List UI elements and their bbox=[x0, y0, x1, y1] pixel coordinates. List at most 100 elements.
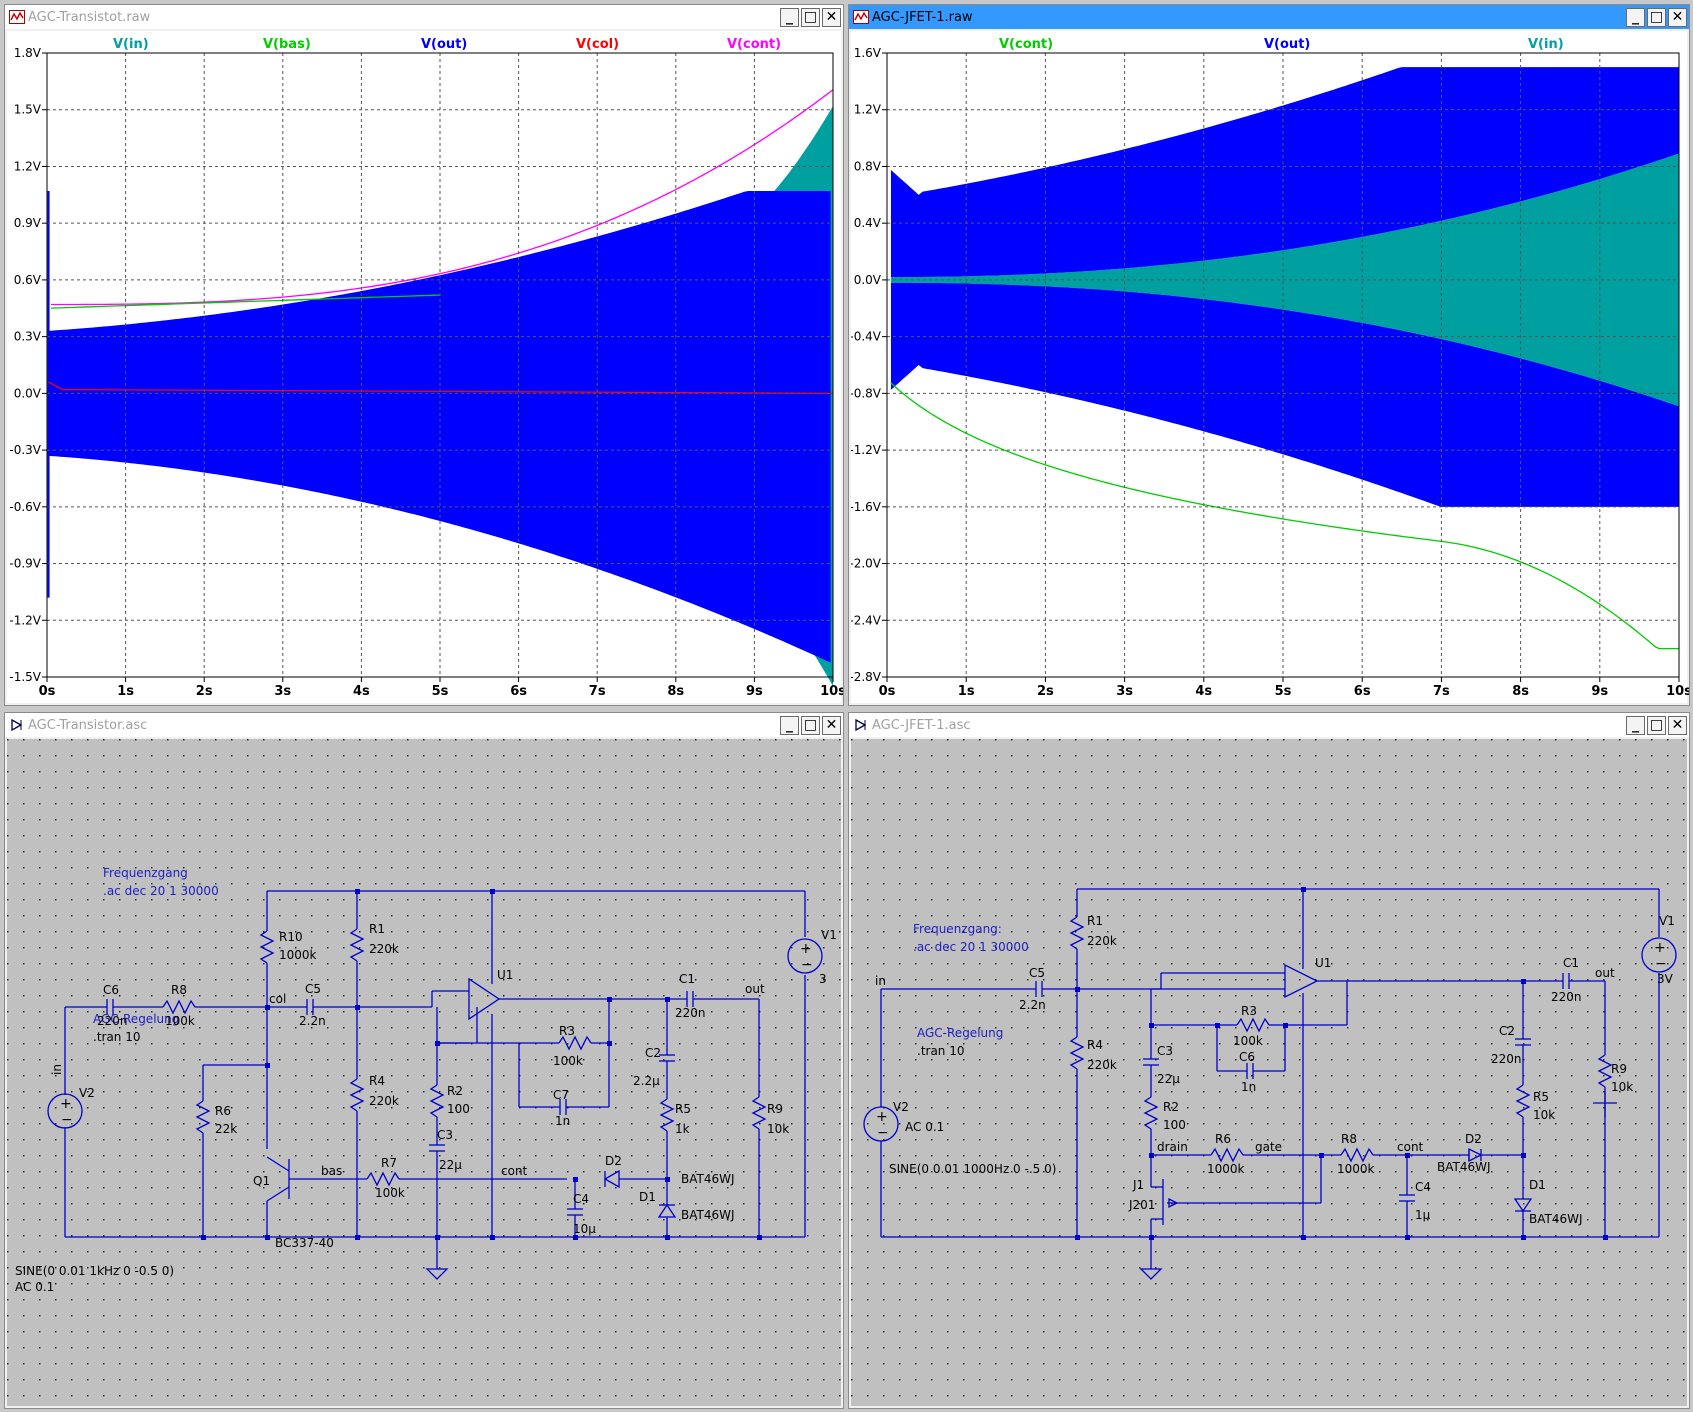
r8-value[interactable]: 100k bbox=[165, 1014, 195, 1028]
r6-value[interactable]: 1000k bbox=[1207, 1162, 1245, 1176]
r5-label[interactable]: R5 bbox=[675, 1102, 691, 1116]
schematic-canvas[interactable]: + − + − Frequenzgang .ac dec 20 1 30000 AG… bbox=[7, 739, 843, 1408]
net-label-col[interactable]: col bbox=[269, 992, 286, 1006]
maximize-button[interactable]: □ bbox=[801, 7, 820, 27]
schematic-drawing[interactable]: +− +− Frequenzgang .ac dec 20 1 30000 AG… bbox=[7, 739, 843, 1408]
r9-value[interactable]: 10k bbox=[1611, 1080, 1633, 1094]
minimize-button[interactable]: _ bbox=[780, 715, 799, 735]
sine-spec[interactable]: SINE(0 0.01 1000Hz 0 -.5 0) bbox=[889, 1162, 1056, 1176]
r4-value[interactable]: 220k bbox=[369, 1094, 399, 1108]
c3-value[interactable]: 22µ bbox=[439, 1158, 462, 1172]
trace-label-vin[interactable]: V(in) bbox=[1528, 37, 1564, 52]
r8-label[interactable]: R8 bbox=[1341, 1132, 1357, 1146]
trace-label-vout[interactable]: V(out) bbox=[1264, 37, 1311, 52]
directive-tran[interactable]: .tran 10 bbox=[93, 1030, 141, 1044]
v2-label[interactable]: V2 bbox=[79, 1086, 95, 1100]
c2-value[interactable]: 220n bbox=[1491, 1052, 1522, 1066]
r6-label[interactable]: R6 bbox=[1215, 1132, 1231, 1146]
r7-label[interactable]: R7 bbox=[381, 1156, 397, 1170]
r6-label[interactable]: R6 bbox=[215, 1104, 231, 1118]
net-label-gate[interactable]: gate bbox=[1255, 1140, 1282, 1154]
directive-ac[interactable]: .ac dec 20 1 30000 bbox=[913, 940, 1029, 954]
titlebar[interactable]: AGC-JFET-1.asc _ □ ✕ bbox=[849, 713, 1689, 737]
c5-label[interactable]: C5 bbox=[305, 982, 321, 996]
r6-value[interactable]: 22k bbox=[215, 1122, 237, 1136]
sine-spec[interactable]: SINE(0 0.01 1kHz 0 -0.5 0) bbox=[15, 1264, 174, 1278]
close-button[interactable]: ✕ bbox=[1668, 7, 1687, 27]
directive-ac[interactable]: .ac dec 20 1 30000 bbox=[103, 884, 219, 898]
trace-label-vin[interactable]: V(in) bbox=[113, 37, 149, 52]
plot-window-transistor[interactable]: AGC-Transistot.raw _ □ ✕ V(in) V(bas) V(… bbox=[4, 4, 844, 706]
c7-label[interactable]: C7 bbox=[553, 1088, 569, 1102]
waveform-plot[interactable]: 0s 1s 2s 3s 4s 5s 6s 7s 8s 9s 10s 1.8V 1.5V 1.2V 0.9V 0… bbox=[7, 31, 843, 705]
u1-label[interactable]: U1 bbox=[1315, 956, 1331, 970]
directive-tran[interactable]: .tran 10 bbox=[917, 1044, 965, 1058]
close-button[interactable]: ✕ bbox=[822, 7, 841, 27]
r5-value[interactable]: 10k bbox=[1533, 1108, 1555, 1122]
c1-value[interactable]: 220n bbox=[675, 1006, 706, 1020]
maximize-button[interactable]: □ bbox=[801, 715, 820, 735]
r3-label[interactable]: R3 bbox=[1241, 1004, 1257, 1018]
q1-label[interactable]: Q1 bbox=[253, 1174, 270, 1188]
schematic-drawing[interactable]: +− +− Frequenzgang: .ac dec 20 1 30000 A… bbox=[851, 739, 1689, 1408]
d1-label[interactable]: D1 bbox=[1529, 1178, 1546, 1192]
v1-label[interactable]: V1 bbox=[1659, 914, 1675, 928]
schematic-canvas[interactable]: + − + − Frequenzgang: .ac dec 20 1 30000 A… bbox=[851, 739, 1689, 1408]
r10-label[interactable]: R10 bbox=[279, 930, 303, 944]
r4-label[interactable]: R4 bbox=[1087, 1038, 1103, 1052]
c4-label[interactable]: C4 bbox=[573, 1192, 589, 1206]
c5-value[interactable]: 2.2n bbox=[299, 1014, 326, 1028]
close-button[interactable]: ✕ bbox=[1668, 715, 1687, 735]
c6-label[interactable]: C6 bbox=[103, 983, 119, 997]
d2-label[interactable]: D2 bbox=[1465, 1132, 1482, 1146]
v1-value[interactable]: 3 bbox=[819, 972, 827, 986]
r5-label[interactable]: R5 bbox=[1533, 1090, 1549, 1104]
r8-value[interactable]: 1000k bbox=[1337, 1162, 1375, 1176]
close-button[interactable]: ✕ bbox=[822, 715, 841, 735]
c7-value[interactable]: 1n bbox=[555, 1114, 570, 1128]
titlebar[interactable]: AGC-JFET-1.raw _ □ ✕ bbox=[849, 5, 1689, 29]
r4-value[interactable]: 220k bbox=[1087, 1058, 1117, 1072]
r2-value[interactable]: 100 bbox=[1163, 1118, 1186, 1132]
r2-label[interactable]: R2 bbox=[1163, 1100, 1179, 1114]
plot-area[interactable]: V(in) V(bas) V(out) V(col) V(cont) 0s 1s 2… bbox=[7, 31, 843, 705]
c6-value[interactable]: 220n bbox=[97, 1014, 128, 1028]
u1-label[interactable]: U1 bbox=[497, 968, 513, 982]
c5-label[interactable]: C5 bbox=[1029, 966, 1045, 980]
net-label-drain[interactable]: drain bbox=[1157, 1140, 1188, 1154]
net-label-in[interactable]: in bbox=[50, 1064, 64, 1075]
v1-label[interactable]: V1 bbox=[821, 928, 837, 942]
c6-label[interactable]: C6 bbox=[1239, 1050, 1255, 1064]
net-label-out[interactable]: out bbox=[745, 982, 765, 996]
c2-label[interactable]: C2 bbox=[1499, 1024, 1515, 1038]
r1-value[interactable]: 220k bbox=[369, 942, 399, 956]
waveform-plot[interactable]: 0s 1s 2s 3s 4s 5s 6s 7s 8s 9s 10s 1.6V 1.2V 0.8V 0.4V 0… bbox=[851, 31, 1689, 705]
r3-label[interactable]: R3 bbox=[559, 1024, 575, 1038]
directive-agc-label[interactable]: AGC-Regelung bbox=[93, 1012, 179, 1026]
c2-value[interactable]: 2.2µ bbox=[633, 1074, 660, 1088]
d1-label[interactable]: D1 bbox=[639, 1190, 656, 1204]
r3-value[interactable]: 100k bbox=[1233, 1034, 1263, 1048]
minimize-button[interactable]: _ bbox=[1626, 715, 1645, 735]
net-label-cont[interactable]: cont bbox=[501, 1164, 528, 1178]
c1-label[interactable]: C1 bbox=[1563, 956, 1579, 970]
net-label-cont[interactable]: cont bbox=[1397, 1140, 1424, 1154]
trace-label-vcont[interactable]: V(cont) bbox=[727, 37, 782, 52]
trace-label-vcol[interactable]: V(col) bbox=[576, 37, 620, 52]
c1-value[interactable]: 220n bbox=[1551, 990, 1582, 1004]
c2-label[interactable]: C2 bbox=[645, 1046, 661, 1060]
c1-label[interactable]: C1 bbox=[679, 972, 695, 986]
c3-label[interactable]: C3 bbox=[437, 1128, 453, 1142]
c5-value[interactable]: 2.2n bbox=[1019, 998, 1046, 1012]
net-label-out[interactable]: out bbox=[1595, 966, 1615, 980]
directive-freq-label[interactable]: Frequenzgang: bbox=[913, 922, 1002, 936]
q1-value[interactable]: BC337-40 bbox=[275, 1236, 334, 1250]
maximize-button[interactable]: □ bbox=[1647, 7, 1666, 27]
ac-spec[interactable]: AC 0.1 bbox=[905, 1120, 944, 1134]
plot-window-jfet[interactable]: AGC-JFET-1.raw _ □ ✕ V(cont) V(out) V(in… bbox=[848, 4, 1690, 706]
net-label-in[interactable]: in bbox=[875, 974, 886, 988]
ac-spec[interactable]: AC 0.1 bbox=[15, 1280, 54, 1294]
titlebar[interactable]: AGC-Transistot.raw _ □ ✕ bbox=[5, 5, 843, 29]
titlebar[interactable]: AGC-Transistor.asc _ □ ✕ bbox=[5, 713, 843, 737]
r5-value[interactable]: 1k bbox=[675, 1122, 690, 1136]
